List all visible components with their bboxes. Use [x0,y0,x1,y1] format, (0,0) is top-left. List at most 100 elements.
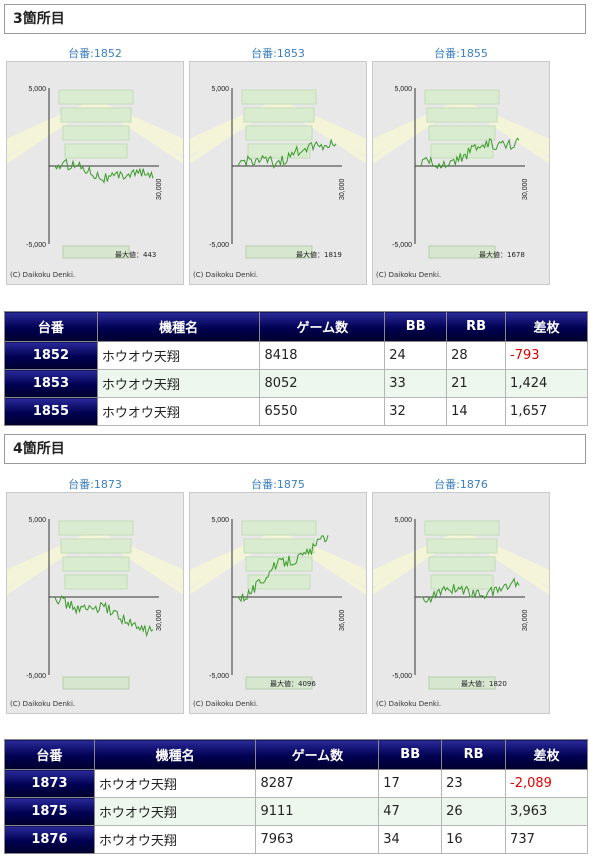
max-value-label: 最大値：443 [115,251,157,259]
background-decor [62,676,130,690]
section-title: 3箇所目 [4,4,586,34]
y-tick-bottom: -5,000 [209,242,229,249]
col-header-model: 機種名 [96,311,261,342]
bb-count: 47 [378,797,443,826]
background-decor [241,520,317,536]
slump-graph-svg: 5,000 -5,000 30,000 [190,86,366,259]
col-header-games: ゲーム数 [259,311,386,342]
slump-graph: 5,000 -5,000 30,000 最大値：1678 (C) Daikoku D… [372,61,550,285]
y-tick-bottom: -5,000 [26,242,46,249]
x-axis-end-label: 30,000 [522,178,529,200]
y-tick-bottom: -5,000 [392,242,412,249]
table-header-row: 台番 機種名 ゲーム数 BB RB 差枚 [4,739,588,770]
diff-value: 3,963 [505,797,588,826]
machine-number[interactable]: 1855 [4,397,98,426]
graph-card-1855[interactable]: 台番:1855 5,000 -5,000 30,000 最大値：1678 (C) D… [372,45,550,285]
bb-count: 33 [384,369,448,398]
col-header-diff: 差枚 [505,739,588,770]
y-tick-top: 5,000 [211,86,229,93]
col-header-bb: BB [378,739,443,770]
max-value-label: 最大値：4096 [270,680,316,688]
game-count: 6550 [259,397,386,426]
background-decor [245,125,313,141]
x-axis-end-label: 30,000 [339,178,346,200]
machine-number[interactable]: 1853 [4,369,98,398]
bb-count: 34 [378,825,443,854]
background-decor [241,89,317,105]
col-header-bb: BB [384,311,448,342]
game-count: 9111 [255,797,380,826]
copyright-text: (C) Daikoku Denki. [193,700,259,708]
background-decor [245,245,313,259]
graph-card-1876[interactable]: 台番:1876 5,000 -5,000 30,000 最大値：1820 (C) D… [372,476,550,716]
table-row: 1852 ホウオウ天翔 8418 24 28 -793 [4,341,588,370]
table-row: 1875 ホウオウ天翔 9111 47 26 3,963 [4,797,588,826]
col-header-number: 台番 [4,311,98,342]
background-decor [245,556,313,572]
model-name: ホウオウ天翔 [93,797,257,826]
y-tick-top: 5,000 [394,517,412,524]
graph-card-1873[interactable]: 台番:1873 5,000 -5,000 30,000 (C) Daikoku De… [6,476,184,716]
y-tick-top: 5,000 [28,86,46,93]
y-tick-bottom: -5,000 [209,673,229,680]
diff-value: -2,089 [505,769,588,798]
graph-card-1853[interactable]: 台番:1853 5,000 -5,000 30,000 最大値：1819 (C) D… [189,45,367,285]
model-name: ホウオウ天翔 [96,369,261,398]
slump-graph-svg: 5,000 -5,000 30,000 [7,86,183,259]
game-count: 8052 [259,369,386,398]
slump-graph-svg: 5,000 -5,000 30,000 [7,517,183,690]
background-decor [243,107,315,123]
table-header-row: 台番 機種名 ゲーム数 BB RB 差枚 [4,311,588,342]
copyright-text: (C) Daikoku Denki. [10,700,76,708]
bb-count: 24 [384,341,448,370]
y-tick-top: 5,000 [28,517,46,524]
col-header-diff: 差枚 [505,311,588,342]
model-name: ホウオウ天翔 [93,769,257,798]
max-value-label: 最大値：1819 [296,251,342,259]
machine-number[interactable]: 1875 [4,797,95,826]
y-tick-top: 5,000 [211,517,229,524]
rb-count: 14 [446,397,507,426]
copyright-text: (C) Daikoku Denki. [193,271,259,279]
background-decor [58,89,134,105]
rb-count: 23 [441,769,507,798]
background-decor [247,143,311,159]
background-decor [243,538,315,554]
slump-graph-svg: 5,000 -5,000 30,000 [373,86,549,259]
machine-data-table: 台番 機種名 ゲーム数 BB RB 差枚 1873 ホウオウ天翔 8287 17… [4,739,588,854]
background-decor [60,538,132,554]
copyright-text: (C) Daikoku Denki. [376,271,442,279]
background-decor [426,107,498,123]
slump-line [54,158,154,184]
table-row: 1853 ホウオウ天翔 8052 33 21 1,424 [4,369,588,398]
slump-graph: 5,000 -5,000 36,000 最大値：4096 (C) Daikoku D… [189,492,367,714]
background-decor [62,245,130,259]
game-count: 8418 [259,341,386,370]
x-axis-end-label: 30,000 [156,609,163,631]
machine-number[interactable]: 1876 [4,825,95,854]
graph-card-1875[interactable]: 台番:1875 5,000 -5,000 36,000 最大値：4096 (C) D… [189,476,367,716]
x-axis-end-label: 30,000 [156,178,163,200]
game-count: 8287 [255,769,380,798]
machine-number[interactable]: 1852 [4,341,98,370]
diff-value: 737 [505,825,588,854]
machine-number[interactable]: 1873 [4,769,95,798]
bb-count: 32 [384,397,448,426]
rb-count: 21 [446,369,507,398]
slump-graph: 5,000 -5,000 30,000 最大値：1820 (C) Daikoku D… [372,492,550,714]
col-header-rb: RB [446,311,507,342]
background-decor [424,89,500,105]
slump-line [54,595,154,638]
graph-caption: 台番:1873 [68,478,122,491]
model-name: ホウオウ天翔 [96,341,261,370]
background-decor [428,676,496,690]
slump-graph: 5,000 -5,000 30,000 (C) Daikoku Denki. [6,492,184,714]
bb-count: 17 [378,769,443,798]
graph-card-1852[interactable]: 台番:1852 5,000 -5,000 30,000 最大値：443 (C) Da… [6,45,184,285]
col-header-games: ゲーム数 [255,739,380,770]
background-decor [58,520,134,536]
model-name: ホウオウ天翔 [93,825,257,854]
background-decor [424,520,500,536]
table-row: 1876 ホウオウ天翔 7963 34 16 737 [4,825,588,854]
rb-count: 16 [441,825,507,854]
